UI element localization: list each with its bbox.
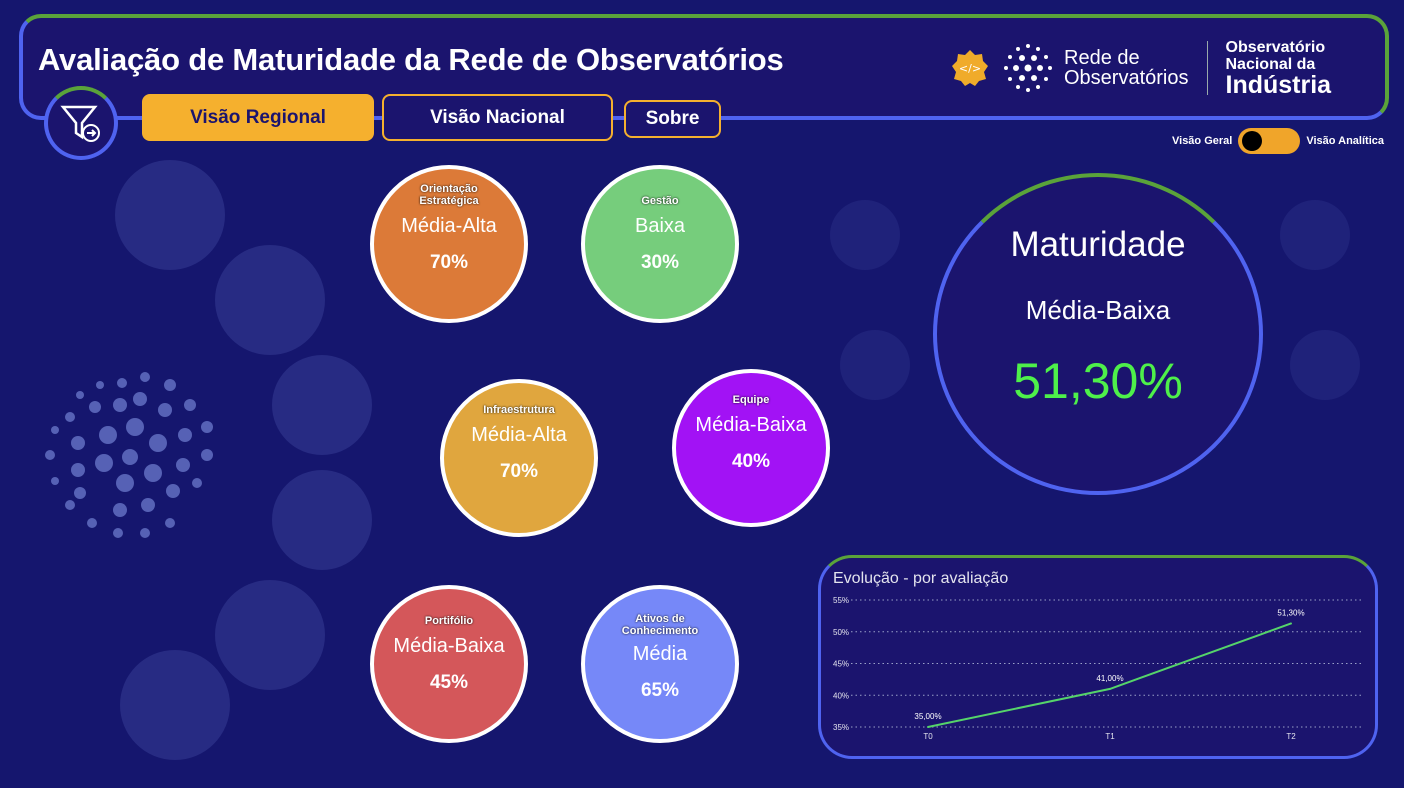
- filter-button[interactable]: [44, 86, 118, 160]
- y-tick-label: 50%: [833, 628, 849, 637]
- dimension-circle-infraestrutura: Infraestrutura Média-Alta 70%: [440, 379, 598, 537]
- oni-logo-line3: Indústria: [1225, 71, 1332, 99]
- rede-dots-logo-icon: [1004, 44, 1052, 92]
- data-label: 41,00%: [1096, 674, 1123, 683]
- data-point: [927, 726, 929, 728]
- code-badge-icon: </>: [952, 50, 988, 86]
- rede-logo-line1: Rede de: [1064, 47, 1140, 69]
- maturity-percent: 51,30%: [1013, 353, 1183, 409]
- dots-cluster-decoration: [45, 372, 213, 538]
- filter-funnel-icon: [60, 105, 100, 142]
- y-tick-label: 55%: [833, 596, 849, 605]
- y-tick-label: 35%: [833, 723, 849, 732]
- y-tick-label: 45%: [833, 660, 849, 669]
- x-tick-label: T0: [923, 732, 933, 741]
- svg-text:</>: </>: [959, 62, 981, 75]
- data-label: 51,30%: [1277, 608, 1304, 617]
- chart-title: Evolução - por avaliação: [833, 570, 1009, 587]
- page-title: Avaliação de Maturidade da Rede de Obser…: [38, 42, 784, 77]
- y-tick-label: 40%: [833, 691, 849, 700]
- dimension-circle-ativos: Ativos de Conhecimento Média 65%: [581, 585, 739, 743]
- data-point: [1109, 687, 1111, 690]
- view-toggle[interactable]: Visão Geral Visão Analítica: [1172, 128, 1384, 154]
- toggle-switch[interactable]: [1238, 128, 1301, 154]
- oni-logo-line1: Observatório: [1225, 39, 1326, 56]
- toggle-left-label: Visão Geral: [1172, 135, 1233, 147]
- toggle-right-label: Visão Analítica: [1306, 135, 1384, 147]
- dimension-circle-portifolio: Portifólio Média-Baixa 45%: [370, 585, 528, 743]
- maturity-level: Média-Baixa: [1025, 295, 1171, 325]
- logos: </> Rede de Observatórios Observatório N…: [950, 38, 1331, 98]
- maturity-title: Maturidade: [1010, 225, 1186, 264]
- evolution-chart-card: Evolução - por avaliação 35% 40% 45% 50% 55%…: [818, 555, 1378, 759]
- dimension-circle-gestao: Gestão Baixa 30%: [581, 165, 739, 323]
- data-point: [1290, 622, 1292, 625]
- tab-sobre[interactable]: Sobre: [624, 100, 721, 138]
- dimension-circle-orientacao: Orientação Estratégica Média-Alta 70%: [370, 165, 528, 323]
- logo-divider: [1206, 41, 1208, 95]
- x-tick-label: T2: [1286, 732, 1296, 741]
- x-tick-label: T1: [1105, 732, 1115, 741]
- tab-visao-nacional[interactable]: Visão Nacional: [382, 94, 613, 141]
- data-label: 35,00%: [914, 712, 941, 721]
- dimension-circle-equipe: Equipe Média-Baixa 40%: [672, 369, 830, 527]
- tab-visao-regional[interactable]: Visão Regional: [142, 94, 374, 141]
- rede-logo-line2: Observatórios: [1064, 67, 1189, 89]
- maturity-card: Maturidade Média-Baixa 51,30%: [933, 173, 1263, 495]
- oni-logo-line2: Nacional da: [1225, 56, 1316, 73]
- evolution-line-chart: 35% 40% 45% 50% 55% T0 T1 T2 35,00% 41,00% 51,30%: [833, 596, 1361, 741]
